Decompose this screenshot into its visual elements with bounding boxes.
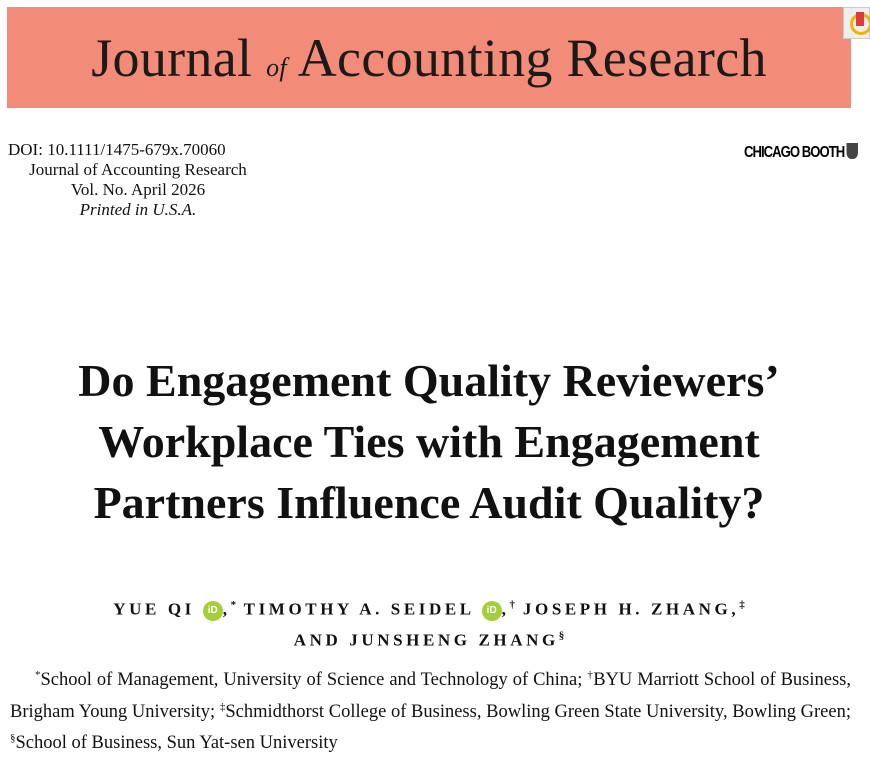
title-line: Partners Influence Audit Quality? <box>93 477 765 528</box>
footnote-mark: § <box>10 732 16 745</box>
bookmark-badge-icon[interactable] <box>843 7 870 39</box>
title-line: Workplace Ties with Engagement <box>98 416 760 467</box>
masthead-word: Journal <box>91 28 253 88</box>
footnote-mark: * <box>35 669 41 681</box>
volume: Vol. No. April 2026 <box>70 180 206 199</box>
article-meta: DOI: 10.1111/1475-679x.70060 Journal of … <box>8 140 268 220</box>
footnote-mark: § <box>558 629 565 642</box>
chicago-booth-logo: CHICAGO BOOTH <box>744 143 859 162</box>
affiliations: *School of Management, University of Sci… <box>10 662 851 757</box>
author-list: YUE QI iD ,* TIMOTHY A. SEIDEL iD ,† JOSEP… <box>113 599 745 650</box>
masthead-of: of <box>266 53 287 82</box>
affiliation: School of Management, University of Scie… <box>40 670 588 691</box>
doi[interactable]: DOI: 10.1111/1475-679x.70060 <box>8 140 226 159</box>
title-line: Do Engagement Quality Reviewers’ <box>78 355 780 406</box>
printed-in: Printed in U.S.A. <box>79 200 197 219</box>
shield-icon <box>846 143 859 159</box>
affiliation: Schmidthorst College of Business, Bowlin… <box>225 701 851 722</box>
masthead-words: Accounting Research <box>297 28 767 88</box>
journal-masthead: Journal of Accounting Research <box>7 27 851 89</box>
author-name: TIMOTHY A. SEIDEL <box>243 599 474 619</box>
journal-banner: Journal of Accounting Research <box>7 7 851 108</box>
footnote-mark: * <box>230 599 237 611</box>
orcid-icon[interactable]: iD <box>481 600 502 621</box>
footnote-mark: ‡ <box>219 700 226 713</box>
logo-text: CHICAGO BOOTH <box>744 144 845 161</box>
journal-name: Journal of Accounting Research <box>29 160 247 179</box>
affiliation: School of Business, Sun Yat-sen Universi… <box>15 733 338 754</box>
affiliation: BYU Marriott School of Business, Brigham… <box>10 670 851 722</box>
orcid-icon[interactable]: iD <box>202 600 223 621</box>
footnote-mark: † <box>509 599 516 611</box>
author-name: JOSEPH H. ZHANG, <box>522 599 740 619</box>
footnote-mark: † <box>587 669 594 681</box>
author-name: JUNSHENG ZHANG <box>349 630 559 650</box>
article-title: Do Engagement Quality Reviewers’ Workpla… <box>0 350 858 533</box>
author-conjunction: AND <box>293 630 342 650</box>
footnote-mark: ‡ <box>739 599 745 611</box>
author-name: YUE QI <box>113 599 195 619</box>
